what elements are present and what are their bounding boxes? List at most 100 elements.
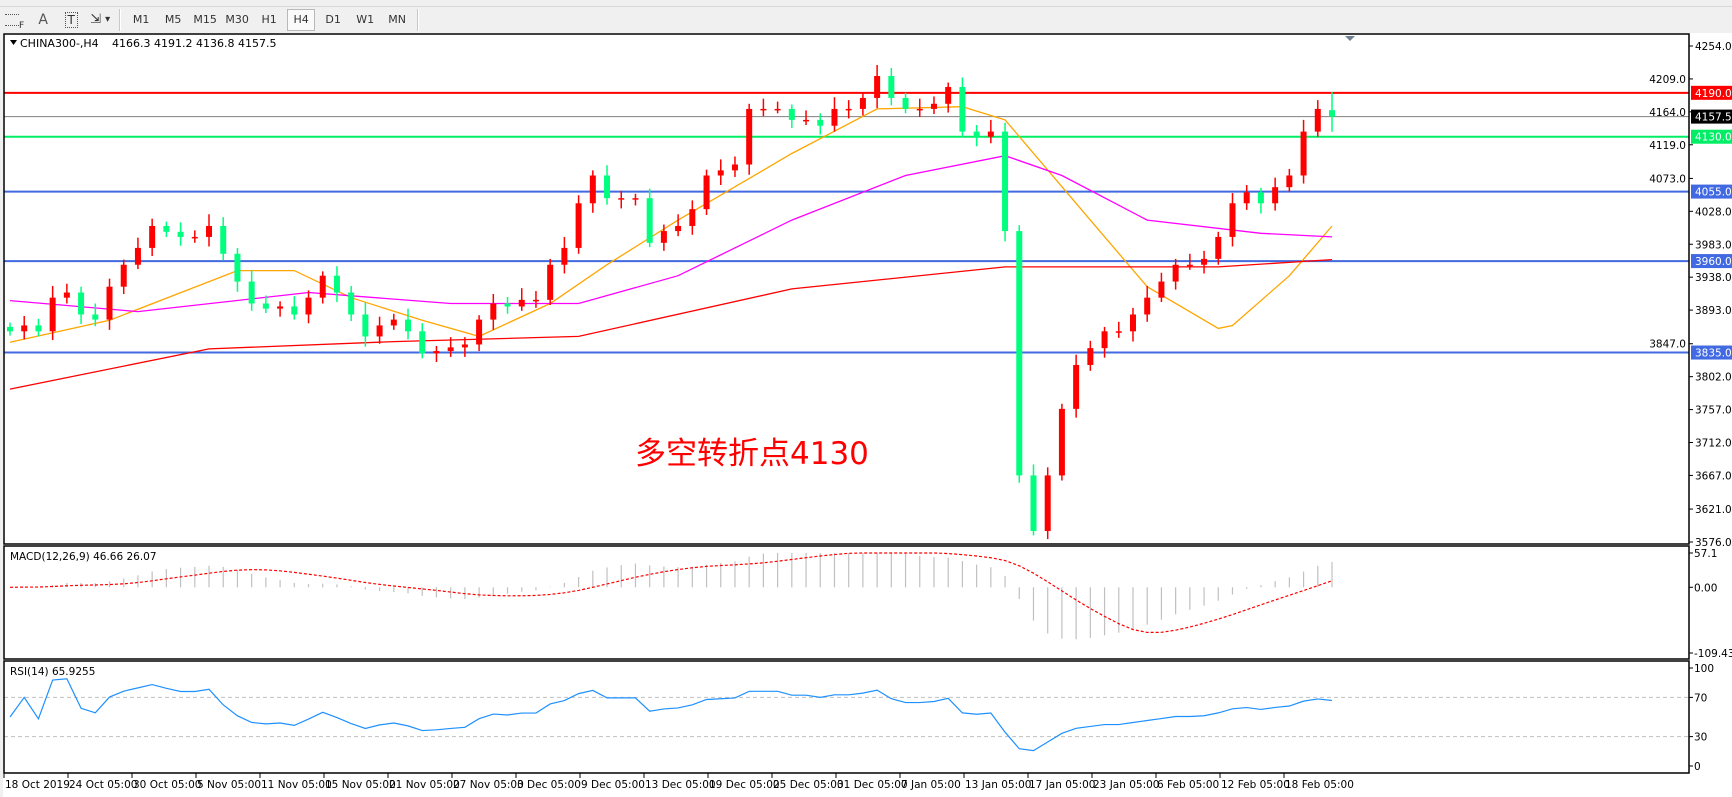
price-axis: 4254.0 4209.0 4164.0 4119.0 4073.0 4028.0 3983… — [1649, 41, 1732, 773]
grid-f-icon[interactable]: F — [2, 9, 27, 31]
candle — [604, 165, 611, 205]
candle — [987, 119, 994, 144]
timeframe-w1[interactable]: W1 — [356, 13, 375, 26]
candle — [547, 258, 554, 305]
candle-body — [1115, 331, 1122, 333]
candle — [973, 125, 980, 147]
candle — [646, 188, 653, 248]
candle — [106, 278, 113, 330]
level-label: 3960.0 — [1695, 256, 1732, 268]
macd-panel-border — [3, 545, 1690, 660]
candle-body — [618, 198, 625, 200]
date-tick-label: 6 Feb 05:00 — [1157, 779, 1219, 791]
candle — [1215, 231, 1222, 265]
candle — [21, 315, 28, 340]
candle — [390, 313, 397, 330]
candle-body — [760, 108, 767, 111]
text-label-icon[interactable]: T — [59, 9, 83, 31]
candle-body — [63, 292, 70, 298]
candle-body — [1058, 408, 1065, 476]
date-tick-label: 3 Dec 05:00 — [517, 779, 581, 791]
current-price-label-bg — [1691, 109, 1732, 124]
candle — [504, 296, 511, 314]
candle-body — [930, 103, 937, 109]
text-a-icon[interactable]: A — [31, 9, 55, 31]
timeframe-d1[interactable]: D1 — [325, 13, 341, 26]
candle-body — [888, 75, 895, 98]
price-panel-border — [3, 33, 1690, 545]
timeframe-mn[interactable]: MN — [388, 13, 406, 26]
candle-body — [1229, 203, 1236, 237]
candle-body — [291, 306, 298, 315]
candle — [49, 285, 56, 341]
candle — [7, 322, 13, 336]
rsi-tick-label: 30 — [1694, 732, 1707, 744]
dropdown-caret: ▾ — [105, 14, 111, 25]
timeframe-m15[interactable]: M15 — [193, 13, 217, 26]
candle-body — [575, 203, 582, 248]
candle-body — [1329, 110, 1335, 117]
candle — [206, 214, 213, 247]
candle — [632, 193, 639, 206]
candle — [1300, 119, 1307, 184]
candle-body — [92, 314, 99, 320]
candle — [575, 195, 582, 254]
timeframe-m30[interactable]: M30 — [225, 13, 249, 26]
candle-body — [461, 344, 468, 348]
candle-body — [646, 198, 653, 243]
candle-body — [262, 303, 269, 309]
candle — [1101, 326, 1108, 358]
candle — [447, 337, 454, 357]
candle-body — [689, 209, 696, 226]
timeframe-m5[interactable]: M5 — [164, 13, 182, 26]
candle — [476, 315, 483, 352]
candle — [1243, 184, 1250, 210]
candle-body — [717, 170, 724, 176]
candle — [35, 318, 42, 337]
candle — [1044, 467, 1051, 540]
candle — [703, 169, 710, 215]
symbol-dropdown-icon[interactable] — [10, 40, 17, 45]
candle — [760, 98, 767, 117]
candle — [1314, 100, 1321, 137]
timeframe-m1[interactable]: M1 — [132, 13, 150, 26]
date-tick-label: 5 Nov 05:00 — [197, 779, 261, 791]
candle-body — [859, 97, 866, 109]
date-tick-label: 17 Jan 05:00 — [1029, 779, 1095, 791]
candle-body — [21, 325, 28, 332]
candle-body — [845, 108, 852, 111]
candle — [262, 295, 269, 314]
candle — [945, 82, 952, 113]
candle — [930, 96, 937, 115]
candle — [518, 288, 525, 311]
price-tick-label: 3712.0 — [1695, 438, 1732, 450]
candle — [916, 98, 923, 117]
candle — [1329, 91, 1335, 132]
price-tick-label: 4209.0 — [1649, 74, 1686, 86]
candle — [817, 113, 824, 135]
candle-body — [1257, 192, 1264, 204]
candle-body — [774, 108, 781, 111]
date-tick-label: 9 Dec 05:00 — [581, 779, 645, 791]
timeframe-h1[interactable]: H1 — [261, 13, 277, 26]
macd-signal-line — [9, 552, 1333, 634]
candle-body — [206, 225, 213, 237]
timeframe-h4[interactable]: H4 — [287, 8, 316, 31]
candle-body — [1073, 364, 1080, 409]
candle-body — [1087, 348, 1094, 365]
candle-body — [504, 303, 511, 307]
candle — [1016, 225, 1023, 483]
candle-body — [803, 119, 810, 122]
date-tick-label: 25 Dec 05:00 — [773, 779, 844, 791]
price-tick-label: 4028.0 — [1695, 206, 1732, 218]
candle-body — [191, 236, 198, 239]
chart-shift-marker-icon[interactable] — [1345, 36, 1355, 41]
date-tick-label: 11 Nov 05:00 — [261, 779, 332, 791]
arrows-dropdown-icon[interactable]: ⇲ ▾ — [90, 12, 111, 27]
candle-body — [987, 131, 994, 137]
price-tick-label: 3802.0 — [1695, 372, 1732, 384]
candle-body — [234, 253, 241, 282]
candle — [1158, 272, 1165, 303]
